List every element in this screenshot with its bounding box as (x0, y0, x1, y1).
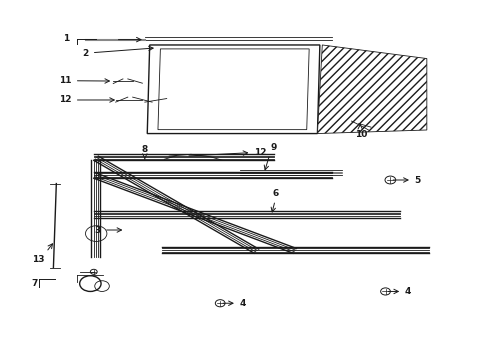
Polygon shape (158, 49, 308, 130)
Text: 8: 8 (142, 145, 148, 154)
Text: 7: 7 (31, 279, 38, 288)
Text: 2: 2 (82, 46, 153, 58)
Text: 6: 6 (272, 189, 279, 198)
Text: 4: 4 (223, 299, 245, 308)
Text: 12: 12 (59, 95, 114, 104)
Text: 12: 12 (188, 148, 266, 157)
Text: 10: 10 (354, 130, 366, 139)
Text: 1: 1 (63, 35, 69, 44)
Text: 9: 9 (270, 143, 276, 152)
Text: 3: 3 (95, 225, 121, 234)
Polygon shape (147, 45, 319, 134)
Text: 11: 11 (59, 76, 109, 85)
Text: 4: 4 (387, 287, 410, 296)
Polygon shape (317, 45, 426, 134)
Text: 5: 5 (392, 176, 420, 185)
Text: 13: 13 (32, 255, 44, 264)
